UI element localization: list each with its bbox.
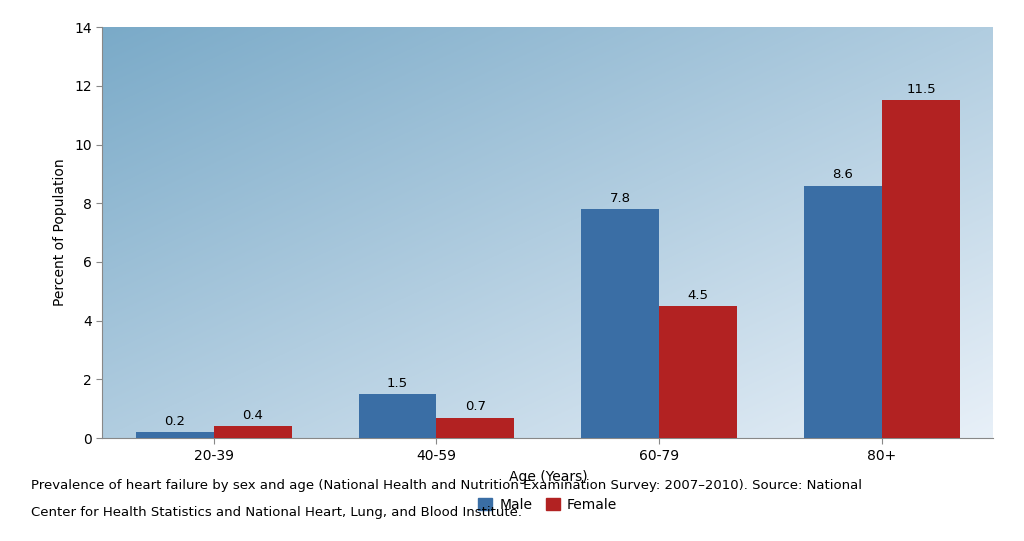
Bar — [882, 101, 959, 438]
Text: 1.5: 1.5 — [387, 377, 409, 390]
Text: 11.5: 11.5 — [906, 83, 936, 96]
Text: 7.8: 7.8 — [609, 192, 631, 204]
Bar — [804, 186, 882, 438]
Y-axis label: Percent of Population: Percent of Population — [53, 159, 68, 306]
Bar — [136, 432, 214, 438]
Bar — [358, 394, 436, 438]
Bar — [214, 426, 292, 438]
X-axis label: Age (Years): Age (Years) — [509, 470, 587, 484]
Legend: Male, Female: Male, Female — [473, 492, 623, 518]
Text: 8.6: 8.6 — [833, 168, 853, 181]
Bar — [582, 209, 659, 438]
Bar — [436, 418, 514, 438]
Bar — [659, 306, 737, 438]
Text: 0.2: 0.2 — [164, 415, 185, 428]
Text: Prevalence of heart failure by sex and age (National Health and Nutrition Examin: Prevalence of heart failure by sex and a… — [31, 479, 862, 492]
Text: 0.7: 0.7 — [465, 400, 486, 413]
Text: 0.4: 0.4 — [243, 409, 263, 422]
Text: Center for Health Statistics and National Heart, Lung, and Blood Institute.: Center for Health Statistics and Nationa… — [31, 506, 521, 519]
Text: 4.5: 4.5 — [688, 289, 709, 302]
